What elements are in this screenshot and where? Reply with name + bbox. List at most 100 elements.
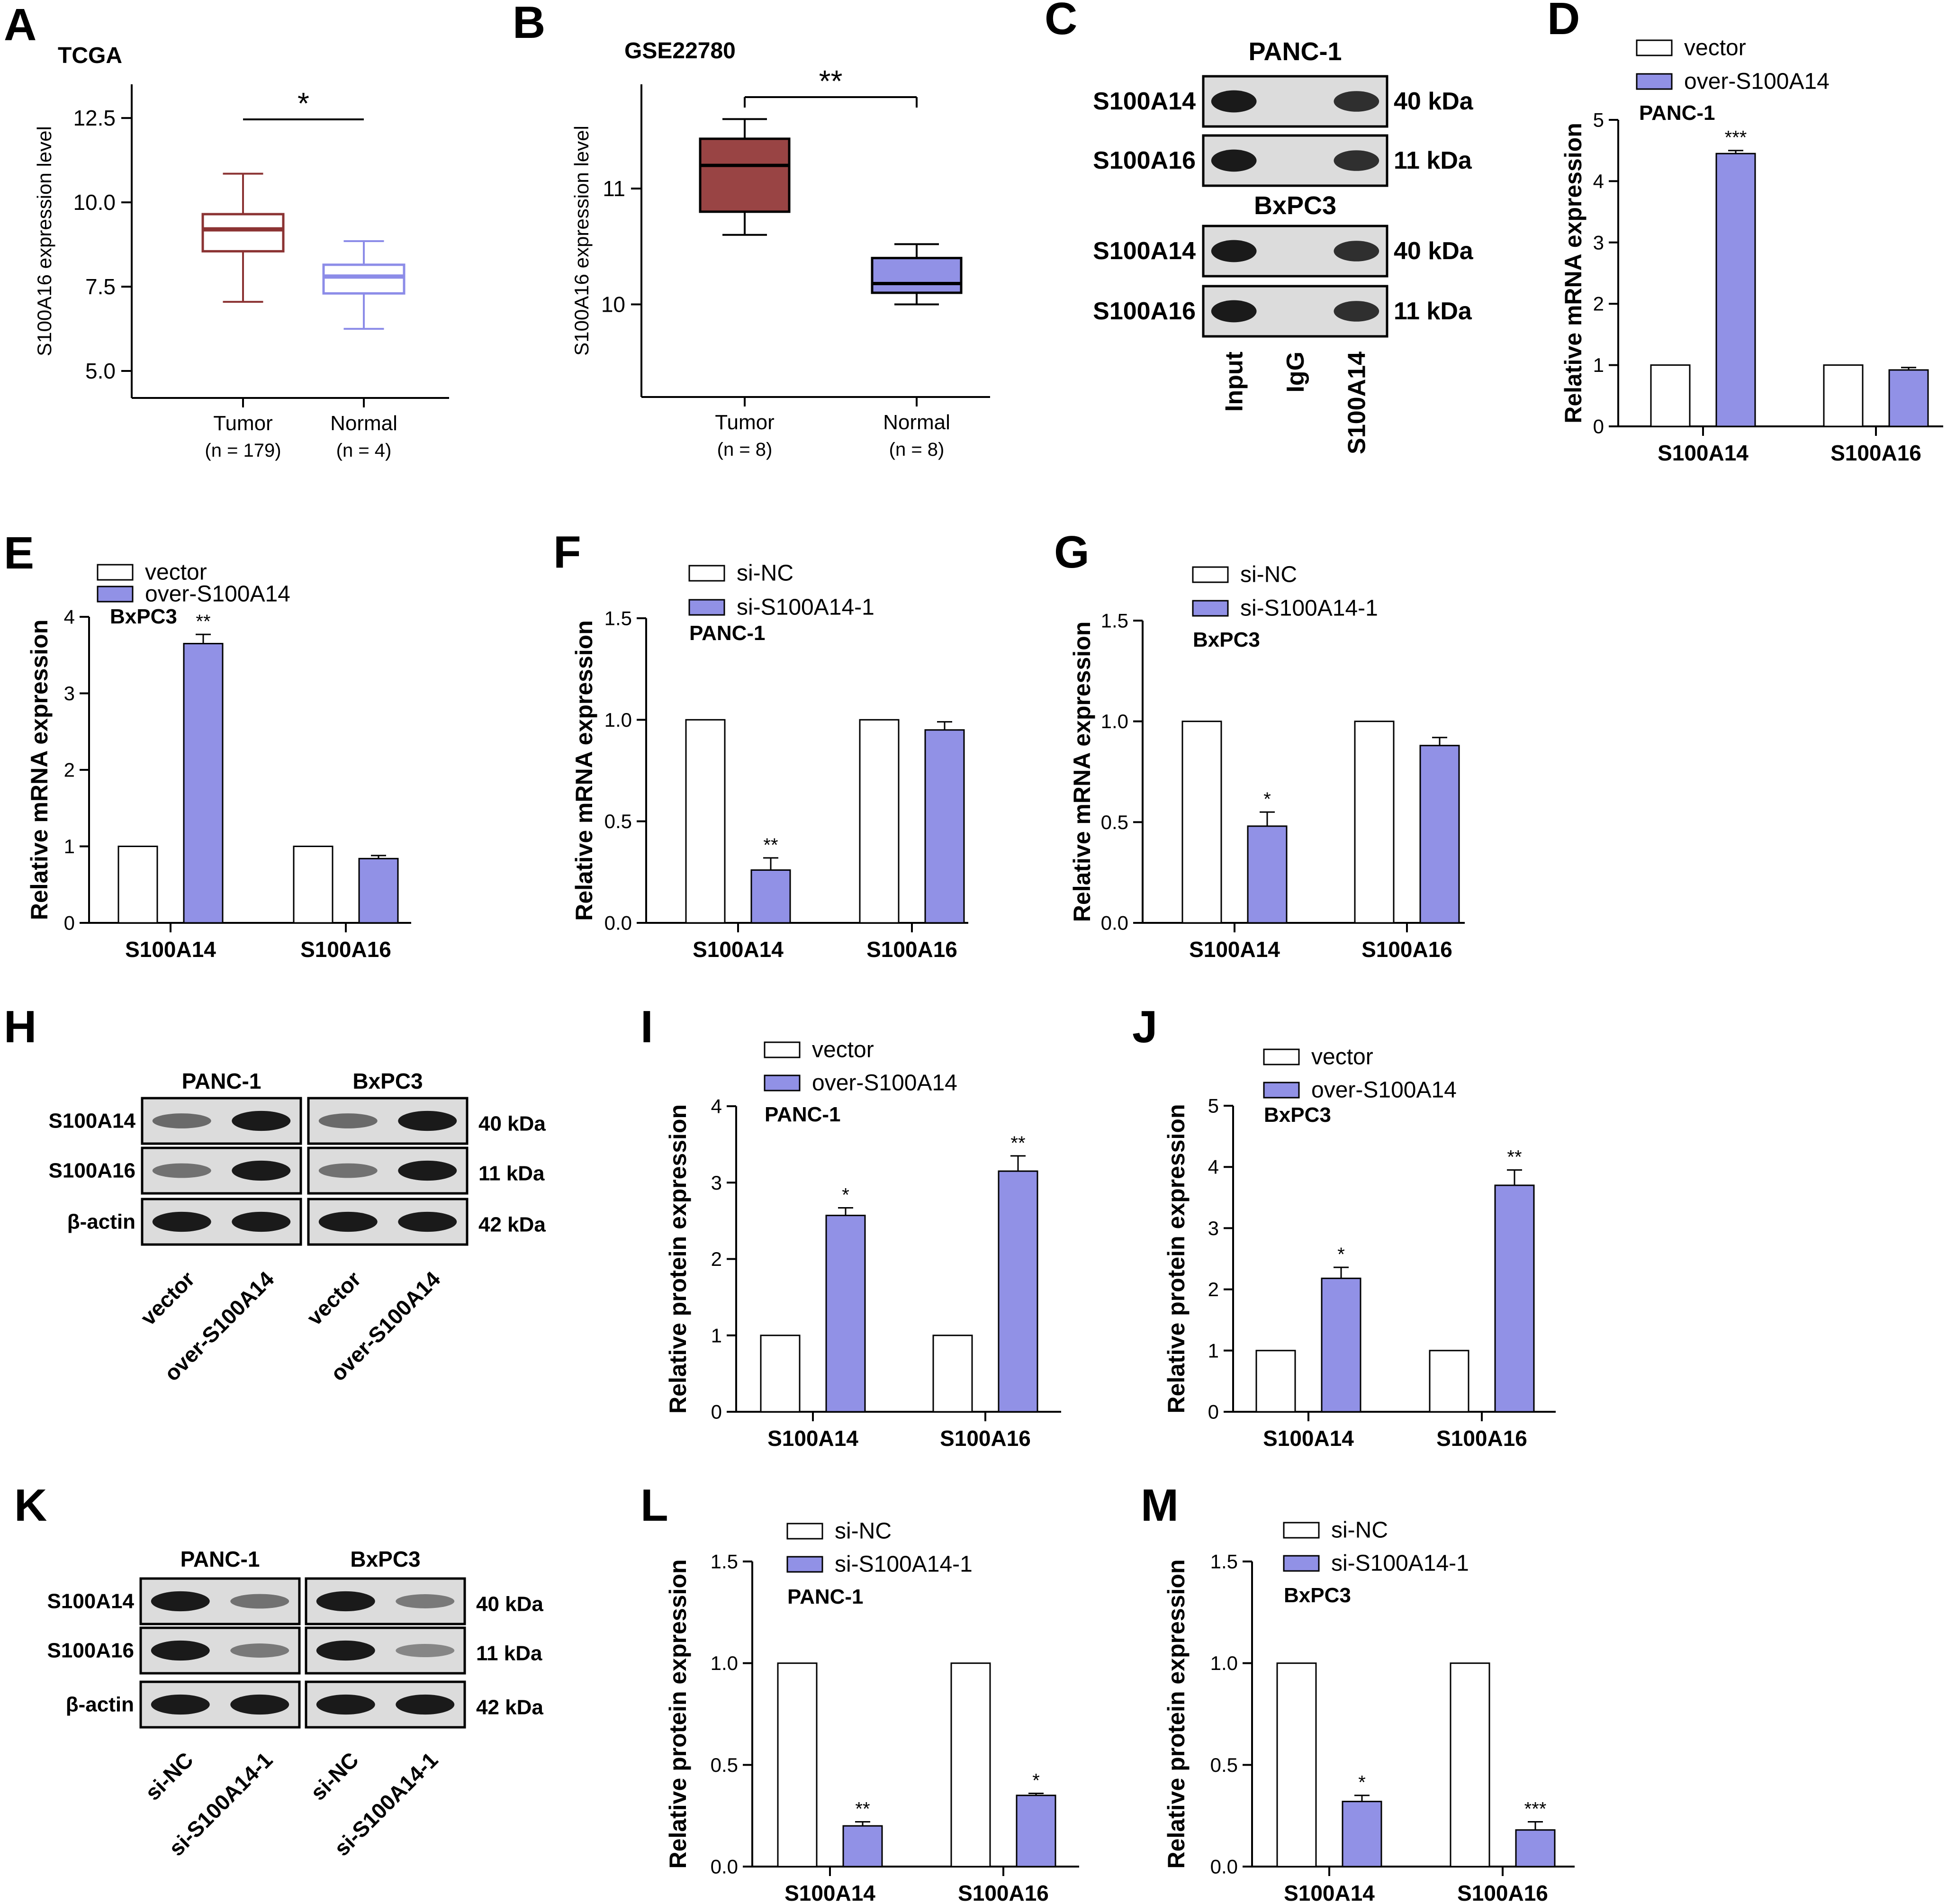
y-axis-label: Relative mRNA expression — [571, 620, 597, 921]
band — [318, 1163, 378, 1178]
legend-swatch — [1263, 1082, 1300, 1099]
y-tick-label: 0 — [1593, 415, 1604, 438]
legend-label: over-S100A14 — [145, 582, 290, 607]
blot-protein-label: β-actin — [67, 1210, 135, 1234]
y-tick-label: 2 — [64, 759, 75, 781]
legend-swatch — [688, 565, 725, 582]
cell-line-label: BxPC3 — [110, 605, 177, 628]
band — [1211, 90, 1257, 113]
bar-treatment — [842, 1825, 883, 1868]
legend-swatch — [97, 564, 134, 581]
y-tick-label: 2 — [1208, 1278, 1219, 1300]
significance-marker: * — [1337, 1244, 1345, 1265]
blot-lane-label: vector — [135, 1266, 199, 1330]
y-axis-label: Relative mRNA expression — [1560, 123, 1586, 424]
cell-line-label: BxPC3 — [1284, 1584, 1351, 1607]
cell-line-label: PANC-1 — [1639, 101, 1715, 125]
band — [1334, 91, 1379, 112]
blot-lane-label: si-NC — [306, 1747, 363, 1805]
significance-marker: * — [297, 86, 309, 120]
blot-strip — [141, 1198, 302, 1246]
band — [152, 1211, 211, 1232]
x-category-label: S100A14 — [784, 1881, 875, 1904]
blot-kda-label: 42 kDa — [478, 1213, 546, 1236]
significance-marker: * — [842, 1184, 849, 1205]
y-tick-label: 1 — [1593, 354, 1604, 376]
blot-protein-label: S100A14 — [1093, 88, 1196, 115]
panel-letter: A — [4, 0, 36, 50]
blot-strip — [1202, 75, 1388, 128]
bar-control — [1429, 1350, 1469, 1413]
blot-kda-label: 40 kDa — [1394, 88, 1474, 115]
bar-control — [1255, 1350, 1296, 1413]
panel-letter: J — [1132, 1002, 1157, 1052]
blot-protein-label: S100A14 — [49, 1110, 136, 1133]
blot-cell-title: PANC-1 — [1248, 37, 1342, 66]
blot-strip — [307, 1097, 469, 1145]
legend-label: over-S100A14 — [812, 1071, 957, 1096]
panel-letter: L — [640, 1480, 668, 1531]
y-tick-label: 0.0 — [1101, 912, 1128, 934]
x-category-label: S100A14 — [1284, 1881, 1375, 1904]
y-axis-label: S100A16 expression level — [33, 126, 55, 356]
bar-treatment — [1715, 153, 1756, 427]
bar-treatment — [1016, 1795, 1056, 1868]
y-tick-label: 1.5 — [604, 607, 632, 630]
chart-title: GSE22780 — [624, 38, 736, 63]
x-category-label: S100A16 — [958, 1881, 1049, 1904]
significance-marker: ** — [1507, 1147, 1522, 1168]
blot-kda-label: 11 kDa — [1394, 147, 1472, 174]
chart-title: TCGA — [58, 43, 122, 68]
y-tick-label: 2 — [1593, 293, 1604, 315]
blot-strip — [1202, 134, 1388, 187]
y-tick-label: 0 — [64, 912, 75, 934]
band — [230, 1594, 289, 1609]
legend-swatch — [1283, 1555, 1320, 1572]
bar-treatment — [1419, 745, 1460, 924]
blot-strip — [307, 1146, 469, 1195]
y-tick-label: 3 — [1208, 1217, 1219, 1239]
bar-treatment — [1321, 1277, 1361, 1413]
blot-strip — [305, 1626, 466, 1675]
band — [398, 1211, 457, 1232]
y-tick-label: 7.5 — [85, 274, 116, 299]
boxplot-A: TCGA 5.0 7.5 10.0 12.5 S100A16 expression lev… — [33, 43, 449, 461]
boxplot-B: GSE22780 10 11 S100A16 expression level Tumo… — [570, 38, 990, 460]
cell-line-label: PANC-1 — [689, 622, 766, 645]
legend-swatch — [786, 1556, 823, 1573]
band — [318, 1113, 378, 1128]
bar-control — [1450, 1662, 1490, 1868]
bar-control — [932, 1335, 973, 1413]
y-tick-label: 1.5 — [1101, 610, 1128, 632]
y-tick-label: 5.0 — [85, 359, 116, 383]
blot-protein-label: S100A14 — [1093, 237, 1196, 265]
blot-cell-title: BxPC3 — [350, 1547, 420, 1571]
bar-chart-E: 0 1 2 3 4 Relative mRNA expression vectorover-… — [26, 560, 411, 962]
y-tick-label: 5 — [1208, 1095, 1219, 1117]
y-axis-label: Relative protein expression — [1163, 1559, 1190, 1868]
blot-cell-title: BxPC3 — [1254, 191, 1336, 220]
y-tick-label: 1 — [711, 1324, 722, 1346]
y-tick-label: 1 — [64, 835, 75, 857]
blot-panel-C: PANC-1 S100A14 40 kDa S100A16 11 kDa BxPC3 S10… — [1093, 37, 1474, 454]
x-category-n: (n = 179) — [205, 440, 281, 461]
y-tick-label: 10.0 — [73, 190, 116, 215]
bar-chart-L: 0.0 0.5 1.0 1.5 Relative protein expression s… — [665, 1519, 1079, 1904]
bar-chart-I: 0 1 2 3 4 Relative protein expression vector ov… — [665, 1038, 1061, 1451]
x-category-label: Tumor — [213, 412, 273, 435]
band — [396, 1594, 455, 1608]
panel-letter: E — [4, 528, 34, 578]
panel-letter: D — [1547, 0, 1580, 44]
blot-cell-title: PANC-1 — [180, 1547, 260, 1571]
legend-swatch — [1283, 1522, 1320, 1539]
y-tick-label: 0.5 — [604, 810, 632, 832]
y-tick-label: 10 — [601, 292, 625, 316]
significance-marker: ** — [1010, 1133, 1025, 1154]
x-category-label: S100A16 — [1457, 1881, 1548, 1904]
y-tick-label: 4 — [1208, 1156, 1219, 1178]
bar-treatment — [825, 1215, 866, 1413]
y-tick-label: 0.0 — [711, 1856, 738, 1878]
box-normal — [322, 240, 406, 330]
bar-control — [685, 719, 726, 924]
bar-treatment — [1342, 1801, 1382, 1868]
